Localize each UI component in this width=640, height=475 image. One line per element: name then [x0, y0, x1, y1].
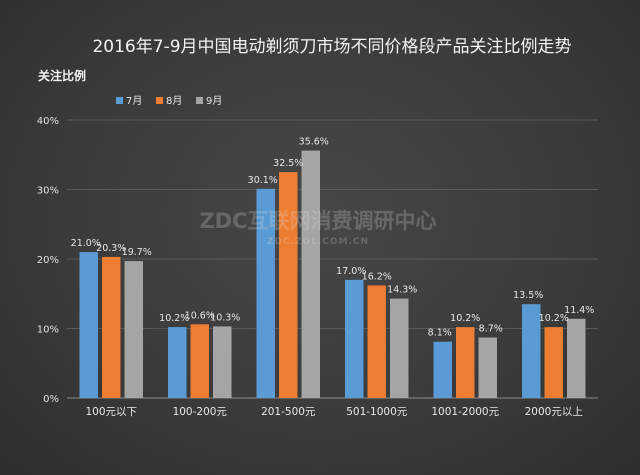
- legend-swatch: [116, 97, 123, 104]
- y-tick-label: 40%: [37, 116, 59, 127]
- x-tick-label: 2000元以上: [525, 406, 583, 418]
- legend-swatch: [196, 97, 203, 104]
- data-label: 11.4%: [564, 305, 594, 316]
- bar: [124, 261, 143, 398]
- data-label: 16.2%: [362, 271, 392, 282]
- bar: [478, 337, 497, 398]
- data-label: 14.3%: [387, 285, 417, 296]
- y-tick-label: 30%: [37, 186, 59, 197]
- data-label: 10.3%: [210, 312, 240, 323]
- data-label: 10.6%: [185, 310, 215, 321]
- bar: [301, 150, 320, 398]
- x-tick-label: 1001-2000元: [431, 406, 499, 418]
- bar: [522, 304, 541, 398]
- x-tick-label: 100元以下: [85, 406, 137, 418]
- watermark: ZDC互联网消费调研中心 ZDC.ZOL.COM.CN: [199, 209, 436, 247]
- bar: [79, 252, 98, 398]
- bar: [456, 327, 475, 398]
- data-labels: 21.0%20.3%19.7%10.2%10.6%10.3%30.1%32.5%…: [71, 137, 595, 339]
- bar: [345, 279, 364, 398]
- data-label: 10.2%: [450, 313, 480, 324]
- data-label: 19.7%: [122, 247, 152, 258]
- y-tick-label: 10%: [37, 325, 59, 336]
- gridlines: [67, 119, 598, 399]
- data-label: 32.5%: [273, 158, 303, 169]
- legend: 7月 8月 9月: [116, 95, 222, 107]
- legend-label: 9月: [206, 95, 222, 107]
- data-label: 10.2%: [539, 313, 569, 324]
- data-label: 30.1%: [248, 175, 278, 186]
- y-tick-label: 20%: [37, 255, 59, 266]
- bar: [567, 318, 586, 398]
- y-axis-ticks: 0% 10% 20% 30% 40%: [37, 116, 59, 405]
- bar: [367, 285, 386, 398]
- data-label: 8.7%: [479, 324, 503, 335]
- bar: [190, 324, 209, 398]
- data-label: 21.0%: [71, 238, 101, 249]
- y-axis-label: 关注比例: [38, 68, 86, 83]
- data-label: 35.6%: [299, 137, 329, 148]
- data-label: 13.5%: [513, 290, 543, 301]
- bar: [544, 327, 563, 398]
- data-label: 20.3%: [96, 243, 126, 254]
- bar: [279, 172, 298, 398]
- bar: [168, 327, 187, 398]
- legend-swatch: [156, 97, 163, 104]
- data-label: 10.2%: [159, 313, 189, 324]
- y-tick-label: 0%: [43, 394, 59, 405]
- watermark-line2: ZDC.ZOL.COM.CN: [267, 237, 369, 247]
- watermark-line1: ZDC互联网消费调研中心: [199, 209, 436, 233]
- bar: [256, 188, 275, 398]
- x-tick-label: 201-500元: [261, 406, 316, 418]
- x-tick-label: 100-200元: [173, 406, 228, 418]
- data-label: 8.1%: [428, 328, 452, 339]
- x-tick-label: 501-1000元: [346, 406, 408, 418]
- legend-label: 8月: [166, 95, 182, 107]
- legend-label: 7月: [126, 95, 142, 107]
- data-label: 17.0%: [336, 266, 366, 277]
- bar: [390, 298, 409, 398]
- bar: [102, 256, 121, 398]
- x-axis-categories: 100元以下 100-200元 201-500元 501-1000元 1001-2000…: [85, 406, 582, 418]
- bars: [79, 150, 586, 398]
- bar: [433, 341, 452, 398]
- bar: [213, 326, 232, 398]
- chart-title: 2016年7-9月中国电动剃须刀市场不同价格段产品关注比例走势: [92, 37, 571, 57]
